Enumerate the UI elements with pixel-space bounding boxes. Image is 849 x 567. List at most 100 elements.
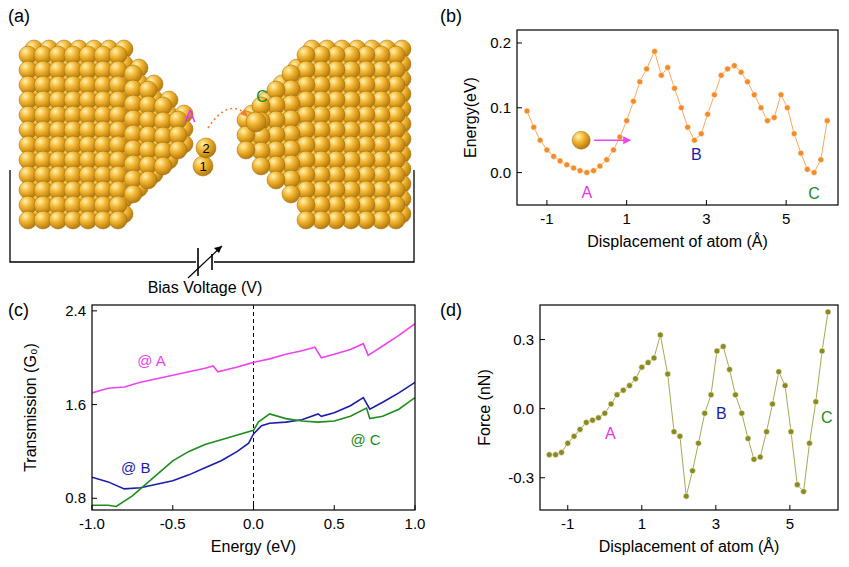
series-marker bbox=[657, 332, 663, 338]
y-tick-label: 0.2 bbox=[490, 34, 511, 51]
circuit-wire bbox=[214, 170, 414, 262]
atom bbox=[196, 138, 216, 158]
x-tick-label: 5 bbox=[782, 210, 790, 227]
x-tick bbox=[546, 200, 547, 205]
x-tick-label: 0.5 bbox=[324, 515, 345, 532]
x-axis-title: Energy (eV) bbox=[211, 538, 296, 555]
series-marker bbox=[769, 401, 775, 407]
atom-icon bbox=[572, 131, 590, 149]
y-tick bbox=[517, 42, 522, 43]
variable-arrow bbox=[188, 246, 222, 278]
y-tick-label: 0.8 bbox=[65, 489, 86, 506]
plot-frame bbox=[517, 30, 838, 205]
y-tick bbox=[517, 107, 522, 108]
y-tick bbox=[540, 339, 545, 340]
series-marker bbox=[732, 392, 738, 398]
chart-panel: (c)-1.0-0.50.00.51.00.81.62.4@ A@ B@ CEn… bbox=[8, 300, 425, 555]
series-marker bbox=[672, 85, 678, 91]
y-axis-title: Force (nN) bbox=[476, 369, 493, 445]
y-axis-title: Transmission (G₀) bbox=[22, 343, 39, 472]
series-label: @ C bbox=[350, 431, 380, 448]
annotation: A bbox=[605, 425, 616, 442]
y-tick bbox=[92, 404, 97, 405]
plot-area bbox=[546, 309, 831, 499]
series-marker bbox=[758, 105, 764, 111]
atom bbox=[139, 171, 157, 189]
series-marker bbox=[608, 401, 614, 407]
series-marker bbox=[751, 456, 757, 462]
x-tick bbox=[786, 200, 787, 205]
x-tick-label: -1 bbox=[540, 210, 553, 227]
series-marker bbox=[731, 63, 737, 69]
series-line bbox=[92, 398, 415, 507]
battery-plate bbox=[197, 248, 199, 276]
series-marker bbox=[764, 118, 770, 124]
series-marker bbox=[764, 429, 770, 435]
series-marker bbox=[778, 92, 784, 98]
series-line bbox=[92, 382, 415, 489]
series-marker bbox=[591, 168, 597, 174]
series-marker bbox=[798, 150, 804, 156]
atom bbox=[193, 156, 213, 176]
series-marker bbox=[794, 482, 800, 488]
x-tick bbox=[172, 505, 173, 510]
series-marker bbox=[627, 383, 633, 389]
series-marker bbox=[614, 392, 620, 398]
series-label: @ B bbox=[121, 459, 150, 476]
series-marker bbox=[564, 162, 570, 168]
x-tick bbox=[626, 200, 627, 205]
electrode bbox=[237, 40, 411, 229]
series-label: @ A bbox=[137, 352, 166, 369]
annotation: B bbox=[716, 405, 727, 422]
panel-label: (d) bbox=[440, 300, 462, 320]
atom bbox=[124, 185, 142, 203]
series-marker bbox=[602, 410, 608, 416]
series-marker bbox=[651, 355, 657, 361]
site-label: C bbox=[256, 88, 268, 105]
variable-arrow-head bbox=[214, 246, 222, 253]
series-marker bbox=[744, 79, 750, 85]
atom bbox=[237, 141, 255, 159]
series-marker bbox=[524, 108, 530, 114]
atom bbox=[282, 185, 300, 203]
panel-label: (b) bbox=[440, 6, 462, 26]
series-marker bbox=[571, 165, 577, 171]
x-axis-title: Displacement of atom (Å) bbox=[599, 537, 780, 555]
y-tick bbox=[540, 477, 545, 478]
atom bbox=[297, 211, 315, 229]
series-marker bbox=[546, 452, 552, 458]
circuit-wire bbox=[10, 170, 196, 262]
series-marker bbox=[633, 376, 639, 382]
hop-arrow-head bbox=[240, 109, 248, 117]
series-marker bbox=[739, 410, 745, 416]
series-marker bbox=[813, 399, 819, 405]
y-tick bbox=[517, 172, 522, 173]
x-tick bbox=[789, 505, 790, 510]
series-marker bbox=[590, 417, 596, 423]
move-arrow bbox=[594, 140, 626, 141]
series-marker bbox=[690, 468, 696, 474]
figure: (a)Bias Voltage (V)21AC(b)-11350.00.10.2… bbox=[0, 0, 849, 567]
annotation: B bbox=[691, 146, 702, 163]
series-marker bbox=[644, 66, 650, 72]
series-marker bbox=[597, 163, 603, 169]
series-marker bbox=[665, 65, 671, 71]
series-marker bbox=[551, 153, 557, 159]
atom-label: 1 bbox=[199, 159, 206, 174]
x-tick-label: 0.0 bbox=[243, 515, 264, 532]
y-tick-label: 0.3 bbox=[513, 331, 534, 348]
series-marker bbox=[788, 429, 794, 435]
plot-area bbox=[524, 48, 830, 175]
panel-label: (a) bbox=[8, 6, 30, 26]
series-marker bbox=[791, 131, 797, 137]
y-tick-label: -0.3 bbox=[508, 469, 534, 486]
y-tick-label: 0.1 bbox=[490, 99, 511, 116]
series-marker bbox=[818, 157, 824, 163]
x-tick bbox=[706, 200, 707, 205]
x-tick-label: 5 bbox=[786, 515, 794, 532]
series-marker bbox=[584, 170, 590, 176]
site-label: A bbox=[185, 108, 196, 125]
series-marker bbox=[776, 369, 782, 375]
series-marker bbox=[630, 98, 636, 104]
series-marker bbox=[683, 493, 689, 499]
